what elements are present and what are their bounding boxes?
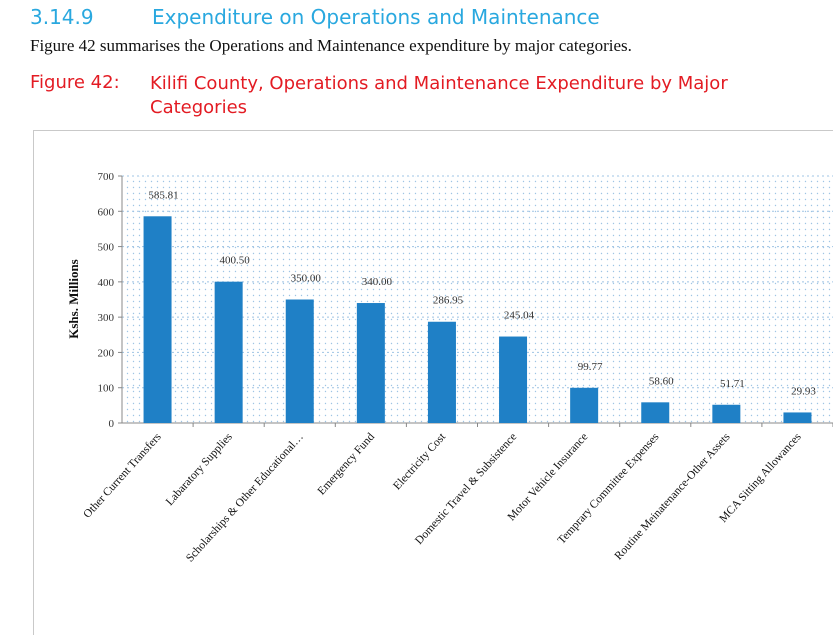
y-tick-label: 100 [98, 383, 115, 395]
y-tick-label: 500 [98, 242, 115, 254]
value-label: 51.71 [720, 378, 745, 390]
bar [712, 404, 741, 423]
figure-number: Figure 42: [30, 72, 120, 93]
y-tick-label: 700 [98, 171, 115, 183]
value-label: 58.60 [649, 375, 674, 387]
section-number: 3.14.9 [30, 5, 94, 29]
value-label: 29.93 [791, 385, 816, 397]
bar [285, 299, 314, 423]
x-tick-label: Other Current Transfers [81, 431, 164, 521]
bar-series [143, 216, 812, 423]
intro-paragraph: Figure 42 summarises the Operations and … [30, 36, 632, 55]
bar [143, 216, 172, 423]
value-label: 245.04 [504, 310, 535, 322]
x-tick-label: MCA Sitting Allowances [717, 431, 804, 525]
y-tick-label: 400 [98, 277, 115, 289]
bar [427, 321, 456, 423]
y-axis-label: Kshs. Millions [66, 259, 81, 338]
x-tick-label: Routine Meinatenance-Other Assets [613, 431, 733, 563]
x-tick-label: Labaratory Supplies [164, 431, 235, 508]
bar [356, 303, 385, 423]
bar [783, 412, 812, 423]
value-labels: 585.81 400.50 350.00 340.00 286.95 245.04 99.7… [148, 189, 816, 397]
value-label: 99.77 [578, 361, 603, 373]
value-label: 286.95 [433, 295, 464, 307]
value-label: 400.50 [220, 255, 251, 267]
bar [641, 402, 670, 423]
bar [499, 336, 528, 423]
gridlines [122, 175, 833, 389]
y-tick-label: 300 [98, 312, 115, 324]
y-tick-label: 200 [98, 347, 115, 359]
value-label: 340.00 [362, 276, 393, 288]
bar [570, 387, 599, 423]
y-tick-label: 600 [98, 206, 115, 218]
x-tick-labels: Other Current Transfers Labaratory Suppli… [81, 423, 833, 565]
value-label: 585.81 [148, 189, 178, 201]
chart-frame [33, 130, 833, 635]
bar [214, 281, 243, 423]
x-tick-label: Motor Vehicle Insurance [506, 431, 591, 523]
y-tick-label: 0 [109, 418, 115, 430]
x-tick-label: Emergency Fund [316, 431, 378, 498]
value-label: 350.00 [291, 273, 322, 285]
figure-title: Kilifi County, Operations and Maintenanc… [150, 73, 728, 118]
section-title: Expenditure on Operations and Maintenanc… [152, 5, 600, 29]
x-tick-label: Scholarships & Other Educational… [184, 431, 306, 565]
x-tick-label: Electricity Cost [391, 430, 449, 492]
